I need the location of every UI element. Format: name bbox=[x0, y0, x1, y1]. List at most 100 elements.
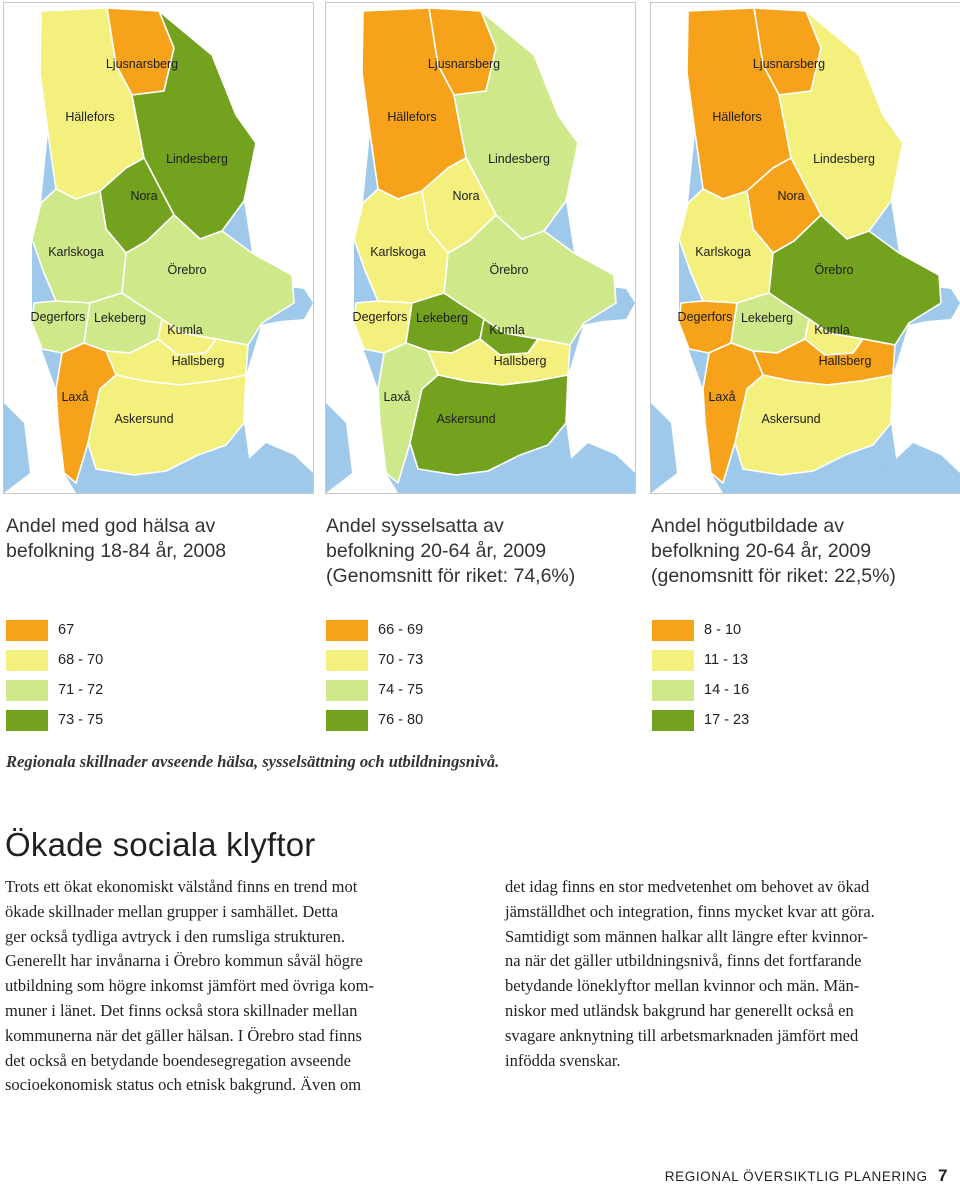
map-title-line: befolkning 18-84 år, 2008 bbox=[6, 540, 227, 562]
label-orebro: Örebro bbox=[490, 263, 529, 277]
label-nora: Nora bbox=[777, 189, 804, 203]
label-lekeberg: Lekeberg bbox=[741, 311, 793, 325]
legend-label: 66 - 69 bbox=[378, 622, 424, 638]
body-line: na när det gäller utbildningsnivå, finns… bbox=[505, 951, 862, 971]
municipality-askersund bbox=[734, 374, 894, 476]
body-text-left: Trots ett ökat ekonomiskt välstånd finns… bbox=[5, 875, 455, 1098]
legend-item: 67 bbox=[6, 617, 286, 647]
page-number: 7 bbox=[937, 1166, 948, 1185]
label-karlskoga: Karlskoga bbox=[695, 245, 751, 259]
legend-swatch bbox=[6, 620, 48, 641]
map-title-line: befolkning 20-64 år, 2009 bbox=[326, 540, 547, 562]
legend-swatch bbox=[652, 650, 694, 671]
label-laxa: Laxå bbox=[708, 390, 735, 404]
map-panel-health: Ljusnarsberg Hällefors Lindesberg Nora Karls… bbox=[3, 2, 314, 494]
legend-swatch bbox=[326, 680, 368, 701]
label-askersund: Askersund bbox=[114, 412, 173, 426]
legend-employment: 66 - 69 70 - 73 74 - 75 76 - 80 bbox=[326, 617, 606, 737]
label-hallefors: Hällefors bbox=[387, 110, 436, 124]
body-text-right: det idag finns en stor medvetenhet om be… bbox=[505, 875, 955, 1073]
municipality-askersund bbox=[409, 374, 569, 476]
label-ljusnarsberg: Ljusnarsberg bbox=[428, 57, 500, 71]
label-lekeberg: Lekeberg bbox=[416, 311, 468, 325]
body-line: Samtidigt som männen halkar allt längre … bbox=[505, 926, 869, 946]
body-line: niskor med utländsk bakgrund har generel… bbox=[505, 1000, 854, 1020]
label-ljusnarsberg: Ljusnarsberg bbox=[753, 57, 825, 71]
map-title-line: befolkning 20-64 år, 2009 bbox=[651, 540, 872, 562]
label-orebro: Örebro bbox=[815, 263, 854, 277]
legend-item: 76 - 80 bbox=[326, 707, 606, 737]
label-hallefors: Hällefors bbox=[712, 110, 761, 124]
body-line: infödda svenskar. bbox=[505, 1050, 621, 1070]
label-hallsberg: Hallsberg bbox=[494, 354, 547, 368]
map-title-line: Andel högutbildade av bbox=[651, 515, 844, 537]
legend-swatch bbox=[652, 710, 694, 731]
label-laxa: Laxå bbox=[383, 390, 410, 404]
legend-swatch bbox=[652, 680, 694, 701]
legend-item: 8 - 10 bbox=[652, 617, 932, 647]
lake-vattern bbox=[234, 443, 313, 493]
lake-vattern bbox=[556, 443, 635, 493]
label-nora: Nora bbox=[452, 189, 479, 203]
body-line: Generellt har invånarna i Örebro kommun … bbox=[5, 951, 363, 971]
legend-label: 8 - 10 bbox=[704, 622, 742, 638]
legend-education: 8 - 10 11 - 13 14 - 16 17 - 23 bbox=[652, 617, 932, 737]
label-lindesberg: Lindesberg bbox=[166, 152, 228, 166]
body-line: utbildning som högre inkomst jämfört med… bbox=[5, 976, 374, 996]
legend-swatch bbox=[6, 650, 48, 671]
legend-item: 74 - 75 bbox=[326, 677, 606, 707]
label-degerfors: Degerfors bbox=[678, 310, 733, 324]
body-line: ger också tydliga avtryck i den rumsliga… bbox=[5, 926, 345, 946]
body-line: betydande löneklyftor mellan kvinnor och… bbox=[505, 976, 860, 996]
legend-item: 70 - 73 bbox=[326, 647, 606, 677]
legend-swatch bbox=[326, 650, 368, 671]
legend-swatch bbox=[6, 680, 48, 701]
body-line: svagare anknytning till arbetsmarknaden … bbox=[505, 1025, 859, 1045]
legend-label: 70 - 73 bbox=[378, 652, 424, 668]
body-line: jämställdhet och integration, finns myck… bbox=[505, 901, 875, 921]
legend-label: 73 - 75 bbox=[58, 712, 104, 728]
surrounding-land bbox=[651, 3, 960, 493]
body-line: det idag finns en stor medvetenhet om be… bbox=[505, 877, 870, 896]
label-lekeberg: Lekeberg bbox=[94, 311, 146, 325]
label-ljusnarsberg: Ljusnarsberg bbox=[106, 57, 178, 71]
map-panel-employment: Ljusnarsberg Hällefors Lindesberg Nora Karls… bbox=[325, 2, 636, 494]
label-kumla: Kumla bbox=[167, 323, 202, 337]
map-title-line: Andel sysselsatta av bbox=[326, 515, 504, 537]
legend-item: 73 - 75 bbox=[6, 707, 286, 737]
legend-health: 67 68 - 70 71 - 72 73 - 75 bbox=[6, 617, 286, 737]
municipality-askersund bbox=[87, 374, 247, 476]
map-title-line: Andel med god hälsa av bbox=[6, 515, 216, 537]
legend-label: 17 - 23 bbox=[704, 712, 750, 728]
legend-swatch bbox=[6, 710, 48, 731]
label-hallefors: Hällefors bbox=[65, 110, 114, 124]
label-kumla: Kumla bbox=[489, 323, 524, 337]
figure-caption: Regionala skillnader avseende hälsa, sys… bbox=[6, 752, 500, 771]
lake-vanern bbox=[651, 403, 677, 493]
page-footer: Regional översiktlig planering 7 bbox=[665, 1166, 948, 1186]
lake-vattern bbox=[881, 443, 960, 493]
surrounding-land bbox=[326, 3, 635, 493]
label-hallsberg: Hallsberg bbox=[172, 354, 225, 368]
body-line: socioekonomisk status och etnisk bakgrun… bbox=[5, 1075, 362, 1095]
map-title-line: (Genomsnitt för riket: 74,6%) bbox=[326, 565, 576, 587]
lake-vanern bbox=[326, 403, 352, 493]
body-line: Trots ett ökat ekonomiskt välstånd finns… bbox=[5, 877, 358, 896]
legend-label: 71 - 72 bbox=[58, 682, 104, 698]
legend-item: 14 - 16 bbox=[652, 677, 932, 707]
label-nora: Nora bbox=[130, 189, 157, 203]
label-lindesberg: Lindesberg bbox=[488, 152, 550, 166]
label-karlskoga: Karlskoga bbox=[370, 245, 426, 259]
legend-item: 17 - 23 bbox=[652, 707, 932, 737]
legend-label: 68 - 70 bbox=[58, 652, 104, 668]
legend-label: 74 - 75 bbox=[378, 682, 424, 698]
label-hallsberg: Hallsberg bbox=[819, 354, 872, 368]
legend-swatch bbox=[652, 620, 694, 641]
label-lindesberg: Lindesberg bbox=[813, 152, 875, 166]
body-line: ökade skillnader mellan grupper i samhäl… bbox=[5, 901, 339, 921]
body-line: det också en betydande boendesegregation… bbox=[5, 1050, 351, 1070]
body-line: muner i länet. Det finns också stora ski… bbox=[5, 1000, 358, 1020]
legend-label: 76 - 80 bbox=[378, 712, 424, 728]
map-title-education: Andel högutbildade av befolkning 20-64 år… bbox=[651, 514, 960, 589]
label-laxa: Laxå bbox=[61, 390, 88, 404]
